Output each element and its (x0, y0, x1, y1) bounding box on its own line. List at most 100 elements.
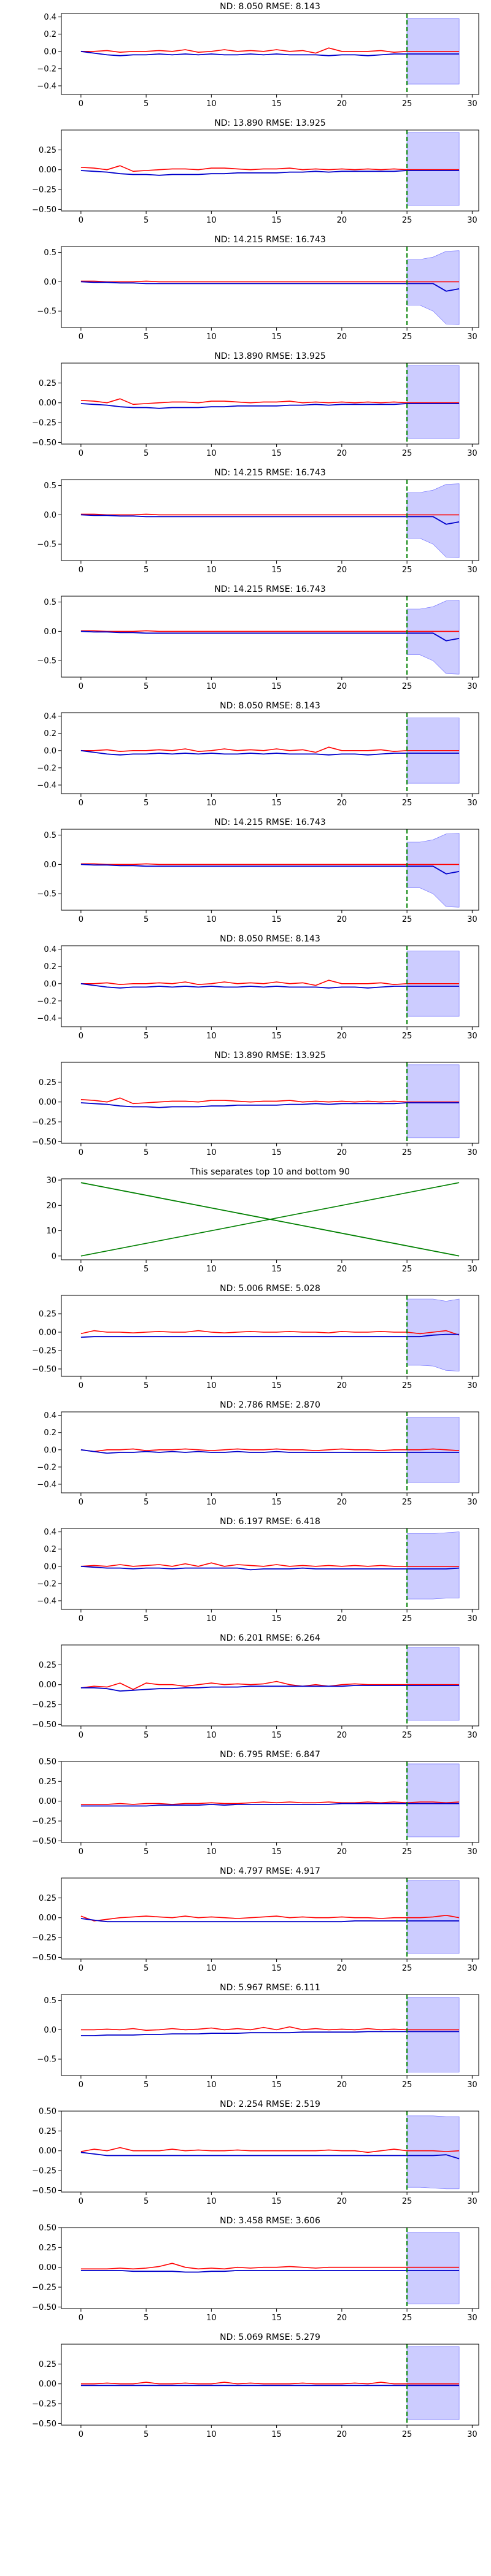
y-tick-label: 0.5 (44, 598, 56, 607)
x-tick-label: 20 (337, 915, 347, 924)
y-tick-label: −0.50 (32, 1953, 56, 1963)
x-tick-label: 10 (206, 565, 217, 575)
plot-frame (61, 1994, 479, 2076)
x-tick-label: 15 (271, 332, 282, 342)
y-tick-label: 0.00 (39, 1328, 56, 1338)
y-tick-label: 0.0 (44, 47, 56, 56)
y-tick-label: −0.25 (32, 186, 56, 195)
chart-title: ND: 5.069 RMSE: 5.279 (220, 2333, 320, 2342)
y-tick-label: −0.5 (37, 2055, 56, 2064)
x-tick-label: 20 (337, 99, 347, 109)
y-tick-label: −0.25 (32, 1118, 56, 1127)
chart-panel-2: ND: 13.890 RMSE: 13.925 0 5 10 15 20 25 30 −0.50… (32, 118, 479, 225)
chart-panel-7: ND: 8.050 RMSE: 8.143 0 5 10 15 20 25 30 −0.4 −0.… (37, 701, 479, 808)
y-tick-label: −0.5 (37, 307, 56, 316)
x-tick-label: 10 (206, 1731, 217, 1740)
x-tick-label: 0 (79, 1498, 83, 1507)
chart-panel-20: ND: 3.458 RMSE: 3.606 0 5 10 15 20 25 30 −0.50 −0… (32, 2216, 479, 2323)
chart-title: ND: 13.890 RMSE: 13.925 (214, 118, 326, 128)
chart-title: ND: 14.215 RMSE: 16.743 (214, 818, 326, 827)
x-tick-label: 25 (402, 1847, 412, 1857)
x-tick-label: 0 (79, 799, 83, 808)
series-line-1 (80, 2147, 460, 2153)
y-tick-label: −0.50 (32, 1837, 56, 1846)
series-line-1 (80, 2382, 460, 2385)
chart-panel-10: ND: 13.890 RMSE: 13.925 0 5 10 15 20 25 30 −0.50… (32, 1051, 479, 1157)
x-tick-label: 20 (337, 2197, 347, 2206)
plot-frame (61, 596, 479, 678)
confidence-band (406, 1647, 460, 1721)
y-tick-label: −0.25 (32, 1817, 56, 1827)
x-tick-label: 10 (206, 915, 217, 924)
x-tick-label: 10 (206, 1847, 217, 1857)
plot-frame (61, 2344, 479, 2426)
x-tick-label: 25 (402, 1498, 412, 1507)
y-tick-label: −0.25 (32, 1701, 56, 1710)
plot-frame (61, 1178, 479, 1260)
y-tick-label: 0.00 (39, 1681, 56, 1690)
chart-title: ND: 3.458 RMSE: 3.606 (220, 2216, 320, 2226)
series-line-1 (80, 1562, 460, 1567)
x-tick-label: 30 (467, 565, 477, 575)
y-tick-label: 0.00 (39, 1797, 56, 1806)
x-tick-label: 25 (402, 332, 412, 342)
plot-frame (61, 712, 479, 794)
x-tick-label: 15 (271, 1614, 282, 1623)
y-tick-label: 0.0 (44, 1562, 56, 1571)
x-tick-label: 10 (206, 1964, 217, 1973)
chart-panel-5: ND: 14.215 RMSE: 16.743 0 5 10 15 20 25 30 −0.5 0… (37, 468, 479, 575)
y-tick-label: 0.00 (39, 399, 56, 408)
confidence-band (406, 2232, 460, 2304)
x-tick-label: 20 (337, 682, 347, 691)
y-tick-label: −0.25 (32, 2283, 56, 2293)
plot-frame (61, 1295, 479, 1377)
confidence-band (406, 483, 460, 558)
y-tick-label: −0.4 (37, 1014, 56, 1023)
series-line-1 (80, 1915, 460, 1922)
series-line-1 (80, 2026, 460, 2031)
y-tick-label: 0.00 (39, 2147, 56, 2156)
y-tick-label: 30 (46, 1176, 56, 1186)
x-tick-label: 10 (206, 2313, 217, 2323)
x-tick-label: 10 (206, 682, 217, 691)
x-tick-label: 5 (144, 1847, 149, 1857)
x-tick-label: 10 (206, 1148, 217, 1157)
y-tick-label: 0.4 (44, 1528, 56, 1537)
y-tick-label: −0.4 (37, 1480, 56, 1489)
chart-panel-17: ND: 4.797 RMSE: 4.917 0 5 10 15 20 25 30 −0.50 −0… (32, 1866, 479, 1973)
x-tick-label: 5 (144, 565, 149, 575)
plot-frame (61, 246, 479, 328)
y-tick-label: −0.5 (37, 890, 56, 899)
y-tick-label: 0.00 (39, 1098, 56, 1107)
y-tick-label: 0.4 (44, 13, 56, 22)
confidence-band (406, 1064, 460, 1138)
x-tick-label: 25 (402, 682, 412, 691)
y-tick-label: 0.25 (39, 2244, 56, 2253)
series-line-1 (80, 979, 460, 986)
y-tick-label: 0.2 (44, 962, 56, 972)
chart-panel-21: ND: 5.069 RMSE: 5.279 0 5 10 15 20 25 30 −0.50 −0… (32, 2333, 479, 2439)
x-tick-label: 15 (271, 799, 282, 808)
x-tick-label: 20 (337, 565, 347, 575)
series-line-2 (80, 1685, 460, 1692)
x-tick-label: 0 (79, 449, 83, 458)
x-tick-label: 5 (144, 1265, 149, 1274)
y-tick-label: 0.00 (39, 2263, 56, 2272)
confidence-band (406, 2346, 460, 2420)
x-tick-label: 20 (337, 1498, 347, 1507)
y-tick-label: 0.50 (39, 2107, 56, 2117)
y-tick-label: 0.0 (44, 861, 56, 870)
chart-panel-12: ND: 5.006 RMSE: 5.028 0 5 10 15 20 25 30 −0.50 −0… (32, 1284, 479, 1390)
x-tick-label: 5 (144, 1032, 149, 1041)
plot-frame (61, 479, 479, 561)
chart-title: ND: 5.967 RMSE: 6.111 (220, 1983, 320, 1993)
series-line-1 (80, 398, 460, 405)
x-tick-label: 0 (79, 1265, 83, 1274)
plot-frame (61, 2110, 479, 2193)
x-tick-label: 5 (144, 449, 149, 458)
series-line-2 (80, 514, 460, 525)
plot-frame (61, 1761, 479, 1843)
x-tick-label: 10 (206, 332, 217, 342)
series-line-2 (80, 1565, 460, 1571)
plot-frame (61, 1644, 479, 1727)
